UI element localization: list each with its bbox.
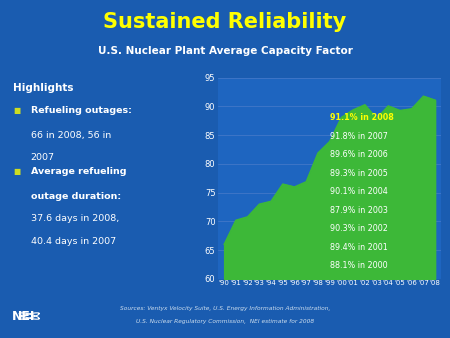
Text: 66 in 2008, 56 in: 66 in 2008, 56 in (31, 131, 111, 140)
Text: Sustained Reliability: Sustained Reliability (104, 12, 346, 32)
Text: 90.3% in 2002: 90.3% in 2002 (329, 224, 387, 234)
Text: 2007: 2007 (31, 153, 54, 162)
Text: 87.9% in 2003: 87.9% in 2003 (329, 206, 387, 215)
Text: 88.1% in 2000: 88.1% in 2000 (329, 262, 387, 270)
Text: 89.6% in 2006: 89.6% in 2006 (329, 150, 387, 160)
Text: Highlights: Highlights (14, 83, 74, 93)
Text: Refueling outages:: Refueling outages: (31, 106, 131, 116)
Text: 91.1% in 2008: 91.1% in 2008 (329, 114, 393, 122)
Text: 89.3% in 2005: 89.3% in 2005 (329, 169, 387, 178)
Text: ■: ■ (14, 167, 21, 176)
Text: Average refueling: Average refueling (31, 167, 126, 176)
Text: outage duration:: outage duration: (31, 192, 121, 201)
Text: 89.4% in 2001: 89.4% in 2001 (329, 243, 387, 252)
Text: NEI: NEI (12, 310, 36, 322)
Text: Sources: Ventyx Velocity Suite, U.S. Energy Information Administration,: Sources: Ventyx Velocity Suite, U.S. Ene… (120, 306, 330, 311)
Text: ■: ■ (14, 106, 21, 116)
Text: 40.4 days in 2007: 40.4 days in 2007 (31, 237, 116, 246)
Text: 37.6 days in 2008,: 37.6 days in 2008, (31, 214, 119, 223)
Text: 90.1% in 2004: 90.1% in 2004 (329, 188, 387, 196)
Text: U.S. Nuclear Regulatory Commission,  NEI estimate for 2008: U.S. Nuclear Regulatory Commission, NEI … (136, 319, 314, 324)
Text: 91.8% in 2007: 91.8% in 2007 (329, 132, 387, 141)
Text: U.S. Nuclear Plant Average Capacity Factor: U.S. Nuclear Plant Average Capacity Fact… (98, 46, 352, 56)
